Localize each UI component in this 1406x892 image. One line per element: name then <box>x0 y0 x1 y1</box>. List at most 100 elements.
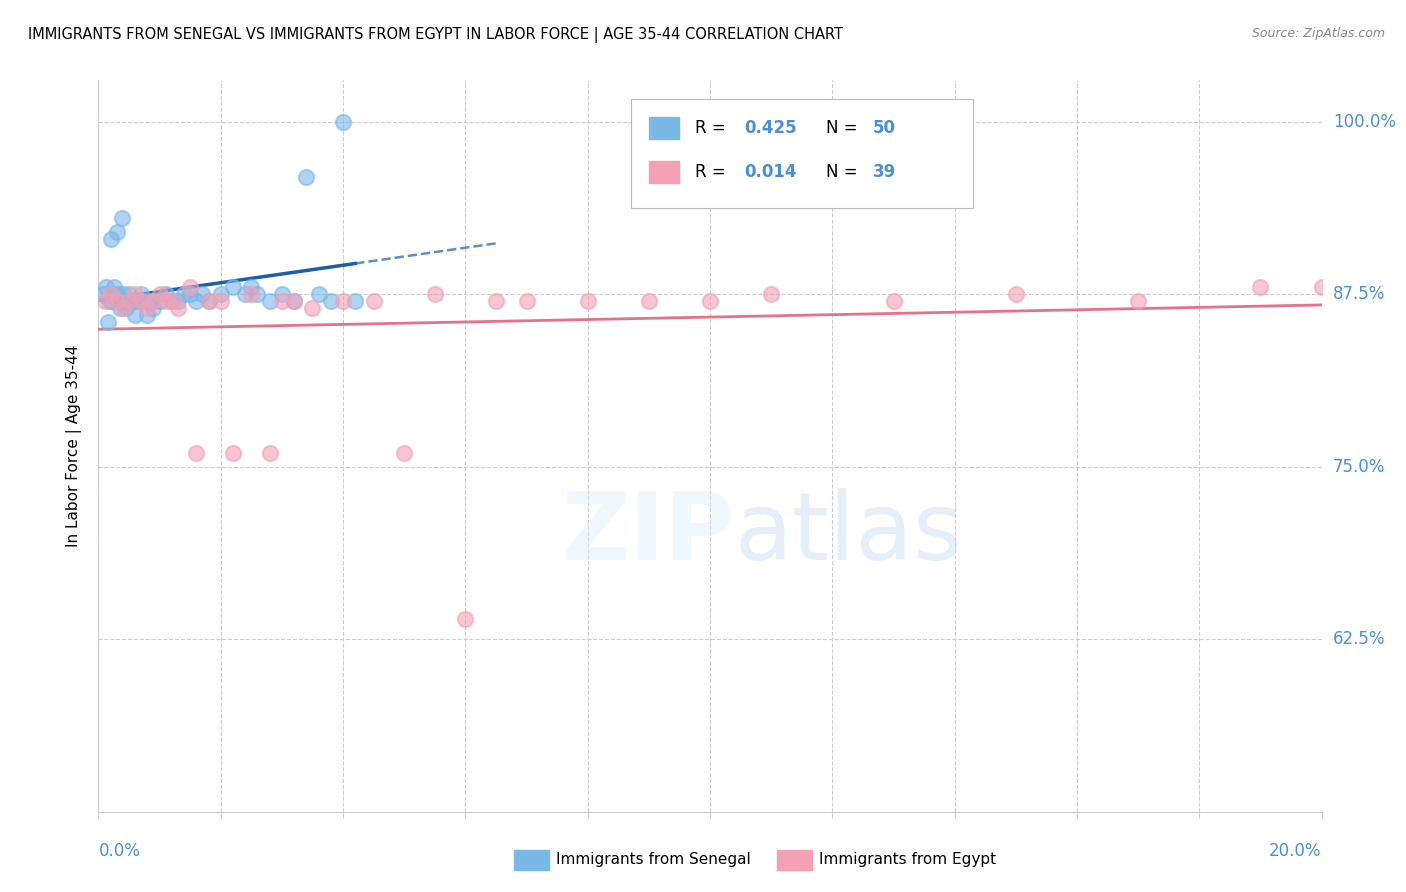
Point <box>142 294 165 309</box>
FancyBboxPatch shape <box>515 850 548 871</box>
Point <box>173 287 195 301</box>
Point <box>103 280 125 294</box>
Point <box>105 225 128 239</box>
Point <box>93 294 115 309</box>
Point <box>118 287 141 301</box>
Point <box>91 287 114 301</box>
Point <box>100 287 122 301</box>
Point <box>485 294 508 309</box>
Point <box>105 287 128 301</box>
Point <box>270 294 292 309</box>
Point <box>98 294 121 309</box>
Point <box>186 294 208 309</box>
Point <box>319 294 342 309</box>
Point <box>149 287 172 301</box>
Point <box>363 294 385 309</box>
Point <box>111 287 134 301</box>
Y-axis label: In Labor Force | Age 35-44: In Labor Force | Age 35-44 <box>66 345 83 547</box>
Text: 39: 39 <box>873 162 896 181</box>
Point <box>332 294 354 309</box>
Point <box>124 294 146 309</box>
Point <box>283 294 305 309</box>
Text: IMMIGRANTS FROM SENEGAL VS IMMIGRANTS FROM EGYPT IN LABOR FORCE | AGE 35-44 CORR: IMMIGRANTS FROM SENEGAL VS IMMIGRANTS FR… <box>28 27 844 43</box>
FancyBboxPatch shape <box>648 161 679 183</box>
Point <box>101 287 124 301</box>
Point <box>136 301 159 315</box>
Point <box>129 294 152 309</box>
Point <box>197 294 219 309</box>
Text: atlas: atlas <box>734 488 963 580</box>
Text: 100.0%: 100.0% <box>1333 112 1396 131</box>
Text: 0.0%: 0.0% <box>98 842 141 860</box>
Point <box>97 315 120 329</box>
Point <box>124 308 146 322</box>
Point <box>222 446 245 460</box>
Point <box>121 294 143 309</box>
Point <box>129 287 152 301</box>
Point <box>392 446 416 460</box>
Point <box>1310 280 1333 294</box>
Point <box>142 294 165 309</box>
Point <box>344 294 367 309</box>
Point <box>191 287 214 301</box>
Point <box>115 301 138 315</box>
Point <box>100 294 122 309</box>
Point <box>240 280 263 294</box>
Point <box>516 294 538 309</box>
Point <box>142 301 165 315</box>
Text: Source: ZipAtlas.com: Source: ZipAtlas.com <box>1251 27 1385 40</box>
Point <box>240 287 263 301</box>
Text: R =: R = <box>696 119 731 136</box>
Point <box>576 294 599 309</box>
Text: 87.5%: 87.5% <box>1333 285 1385 303</box>
FancyBboxPatch shape <box>630 99 973 209</box>
Point <box>233 287 256 301</box>
Point <box>118 294 141 309</box>
Text: R =: R = <box>696 162 731 181</box>
Point <box>179 287 201 301</box>
Text: 75.0%: 75.0% <box>1333 458 1385 475</box>
Point <box>179 280 201 294</box>
Text: 50: 50 <box>873 119 896 136</box>
Point <box>105 294 128 309</box>
Point <box>167 294 190 309</box>
Point <box>699 294 721 309</box>
Point <box>112 294 135 309</box>
Point <box>332 114 354 128</box>
Point <box>759 287 782 301</box>
Point <box>160 294 183 309</box>
Point <box>295 169 318 184</box>
Point <box>283 294 305 309</box>
Point <box>160 294 183 309</box>
Point <box>246 287 269 301</box>
Point <box>1004 287 1026 301</box>
Point <box>94 280 117 294</box>
Point <box>1249 280 1271 294</box>
Point <box>197 294 219 309</box>
Text: N =: N = <box>827 119 863 136</box>
Point <box>186 446 208 460</box>
Point <box>637 294 661 309</box>
Point <box>270 287 292 301</box>
Point <box>301 301 323 315</box>
Text: 20.0%: 20.0% <box>1270 842 1322 860</box>
Text: Immigrants from Egypt: Immigrants from Egypt <box>818 852 995 867</box>
Point <box>118 294 141 309</box>
Point <box>136 308 159 322</box>
Point <box>155 294 177 309</box>
Point <box>222 280 245 294</box>
Point <box>209 287 232 301</box>
Point <box>124 287 146 301</box>
Point <box>1128 294 1150 309</box>
Point <box>155 287 177 301</box>
FancyBboxPatch shape <box>648 117 679 139</box>
Point <box>209 294 232 309</box>
Point <box>129 294 152 309</box>
Point <box>136 294 159 309</box>
Point <box>111 294 134 309</box>
Point <box>259 446 281 460</box>
Point <box>149 294 172 309</box>
Text: Immigrants from Senegal: Immigrants from Senegal <box>555 852 751 867</box>
Point <box>111 211 134 226</box>
Point <box>454 611 477 625</box>
